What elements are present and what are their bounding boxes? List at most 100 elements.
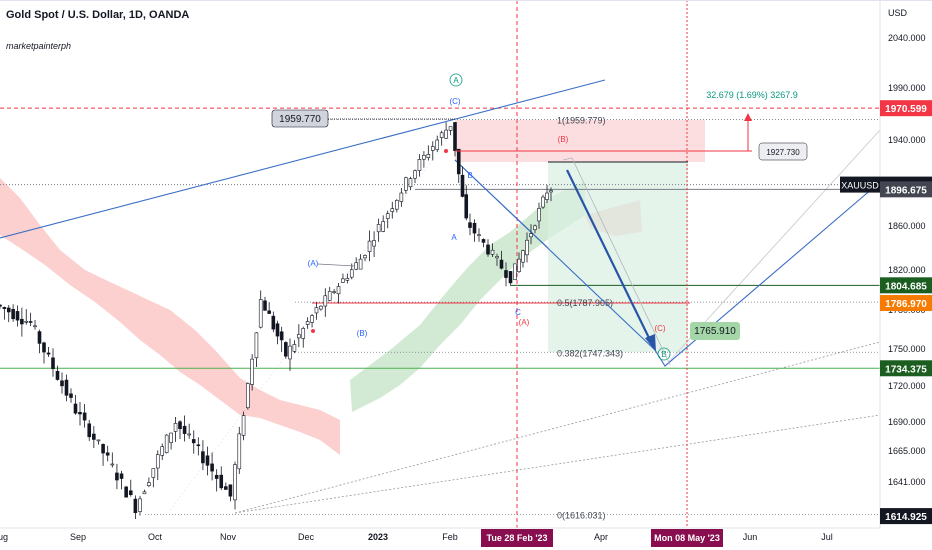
candle[interactable] [332, 289, 336, 295]
candle[interactable] [151, 468, 156, 488]
candle[interactable] [138, 495, 142, 516]
candle[interactable] [6, 305, 11, 323]
candle[interactable] [128, 479, 133, 497]
candle[interactable] [358, 254, 363, 270]
candle[interactable] [327, 286, 332, 302]
candle[interactable] [390, 201, 395, 219]
candle[interactable] [28, 312, 33, 326]
candle[interactable] [124, 485, 128, 498]
candle[interactable] [60, 372, 64, 394]
candle[interactable] [55, 365, 60, 381]
candle[interactable] [142, 489, 147, 495]
candle[interactable] [292, 340, 297, 354]
candle[interactable] [545, 184, 549, 203]
candle[interactable] [173, 416, 178, 442]
candle[interactable] [301, 326, 306, 348]
candle[interactable] [314, 302, 319, 320]
candle[interactable] [267, 302, 271, 314]
candle[interactable] [105, 445, 110, 462]
candle[interactable] [133, 495, 138, 520]
candle[interactable] [284, 341, 288, 359]
candle[interactable] [517, 252, 521, 273]
candle[interactable] [115, 463, 119, 490]
candle[interactable] [417, 154, 422, 177]
candle[interactable] [367, 230, 372, 262]
candle[interactable] [169, 432, 173, 450]
candle[interactable] [297, 324, 301, 348]
candle[interactable] [426, 145, 431, 161]
candle[interactable] [254, 332, 259, 367]
candle[interactable] [537, 202, 541, 229]
candle[interactable] [160, 443, 165, 461]
candle[interactable] [237, 426, 242, 474]
candle[interactable] [395, 199, 399, 213]
candle[interactable] [33, 319, 37, 330]
candle[interactable] [385, 210, 390, 229]
candle[interactable] [233, 461, 237, 510]
candle[interactable] [310, 314, 314, 328]
candle[interactable] [78, 402, 82, 426]
candle[interactable] [464, 185, 469, 221]
candle[interactable] [319, 305, 323, 311]
candle[interactable] [477, 228, 481, 242]
candle[interactable] [460, 166, 465, 198]
candle[interactable] [508, 271, 513, 285]
candle[interactable] [495, 253, 499, 266]
candle[interactable] [164, 434, 169, 454]
candle[interactable] [381, 215, 385, 233]
candle[interactable] [341, 273, 345, 283]
candle[interactable] [101, 443, 105, 466]
candle[interactable] [20, 307, 24, 337]
candle[interactable] [82, 403, 87, 428]
candle[interactable] [250, 354, 254, 391]
candle[interactable] [549, 187, 553, 202]
candle[interactable] [187, 423, 191, 439]
candle[interactable] [15, 305, 20, 327]
candle[interactable] [155, 450, 160, 481]
candle[interactable] [2, 306, 7, 320]
candle[interactable] [439, 130, 444, 146]
candle[interactable] [205, 446, 210, 476]
candle[interactable] [182, 415, 187, 442]
candle[interactable] [323, 288, 328, 317]
candle[interactable] [178, 420, 182, 440]
candle[interactable] [305, 317, 310, 329]
candle[interactable] [51, 348, 55, 377]
candle[interactable] [486, 239, 490, 257]
candle[interactable] [42, 341, 46, 364]
candle[interactable] [0, 303, 2, 309]
candle[interactable] [481, 238, 486, 248]
candle[interactable] [533, 224, 537, 234]
candle[interactable] [11, 304, 15, 322]
candle[interactable] [399, 188, 404, 207]
candle[interactable] [73, 395, 78, 415]
candle[interactable] [435, 135, 440, 153]
candle[interactable] [363, 254, 367, 262]
candle[interactable] [490, 243, 495, 257]
candle[interactable] [263, 296, 267, 311]
candle[interactable] [430, 141, 435, 161]
candle[interactable] [228, 484, 233, 502]
candle[interactable] [529, 224, 533, 245]
candle[interactable] [456, 148, 461, 183]
candle[interactable] [345, 273, 350, 284]
candle[interactable] [210, 452, 214, 481]
candle[interactable] [499, 250, 504, 270]
candle[interactable] [241, 411, 246, 441]
candle[interactable] [336, 283, 341, 304]
candle[interactable] [201, 440, 205, 471]
candle[interactable] [472, 219, 477, 242]
candle[interactable] [69, 388, 73, 403]
candle[interactable] [87, 419, 92, 441]
candle[interactable] [288, 338, 292, 371]
candle[interactable] [258, 290, 263, 329]
candle[interactable] [513, 263, 517, 281]
candle[interactable] [448, 126, 453, 136]
candle[interactable] [92, 426, 96, 449]
candle[interactable] [224, 482, 228, 490]
candle[interactable] [372, 231, 376, 258]
candle[interactable] [46, 347, 51, 358]
candle[interactable] [422, 151, 426, 168]
candle[interactable] [408, 176, 413, 191]
